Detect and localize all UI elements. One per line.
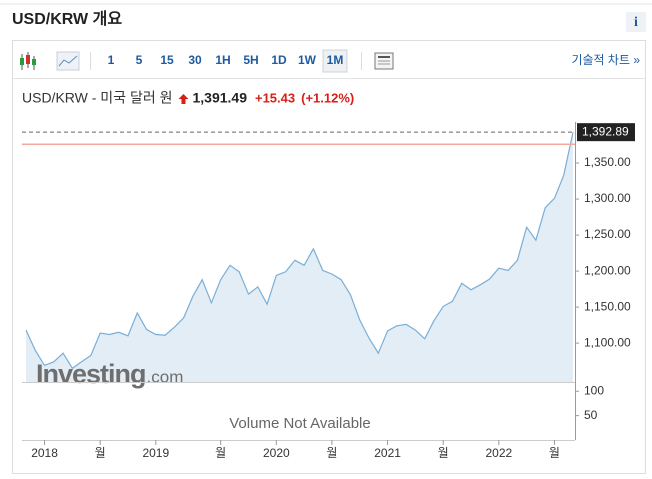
x-tick-label: 2019 [142,446,169,460]
logo: Investing [36,359,146,389]
volume-tick-label: 100 [584,383,604,397]
x-tick-label: 2018 [31,446,58,460]
quote-change: +15.43 [255,90,295,105]
interval-button[interactable]: 1W [298,53,317,67]
y-tick-label: 1,200.00 [584,263,631,277]
x-tick-label: 2020 [263,446,290,460]
interval-button[interactable]: 1H [215,53,230,67]
quote-row: 1,391.49 +15.43 (+1.12%) [178,90,354,106]
x-tick-label: 월 [549,446,560,460]
x-tick-label: 2022 [485,446,512,460]
quote-name: USD/KRW - 미국 달러 원 [22,90,172,106]
interval-button[interactable]: 15 [160,53,174,67]
price-marker-label: 1,392.89 [582,124,629,138]
interval-button[interactable]: 30 [188,53,202,67]
interval-button[interactable]: 1 [108,53,115,67]
interval-button[interactable]: 1M [327,53,344,67]
area-fill [26,132,573,382]
logo-suffix: .com [147,367,184,386]
info-button[interactable] [626,12,646,32]
x-tick-label: 월 [215,446,226,460]
technical-chart-link[interactable]: 기술적 차트 » [571,53,640,67]
y-tick-label: 1,300.00 [584,191,631,205]
quote-change-pct: (+1.12%) [301,90,354,105]
y-tick-label: 1,250.00 [584,227,631,241]
price-line [25,132,574,370]
y-tick-label: 1,150.00 [584,299,631,313]
x-tick-label: 2021 [374,446,401,460]
plot: Investing .com 1,100.00 1,150.00 1,200.00 1,2… [22,122,635,460]
interval-group: 1 5 15 30 1H 5H 1D 1W 1M [108,49,348,73]
price-marker-bg [577,123,635,142]
interval-button[interactable]: 5 [136,53,143,67]
y-tick-label: 1,100.00 [584,335,631,349]
interval-button[interactable]: 1D [271,53,287,67]
volume-note: Volume Not Available [229,415,370,432]
active-interval-bg[interactable] [322,49,348,73]
candle-icon[interactable] [20,52,36,70]
info-icon[interactable]: i [634,15,638,30]
x-tick-label: 월 [438,446,449,460]
x-tick-label: 월 [95,446,106,460]
up-arrow [178,94,189,104]
area-icon[interactable] [56,51,80,71]
volume-tick-label: 50 [584,408,598,422]
table-icon[interactable] [374,52,394,70]
x-tick-label: 월 [326,446,337,460]
y-tick-label: 1,350.00 [584,155,631,169]
quote-price: 1,391.49 [192,90,247,106]
widget-title: USD/KRW 개요 [12,9,122,28]
interval-button[interactable]: 5H [243,53,258,67]
